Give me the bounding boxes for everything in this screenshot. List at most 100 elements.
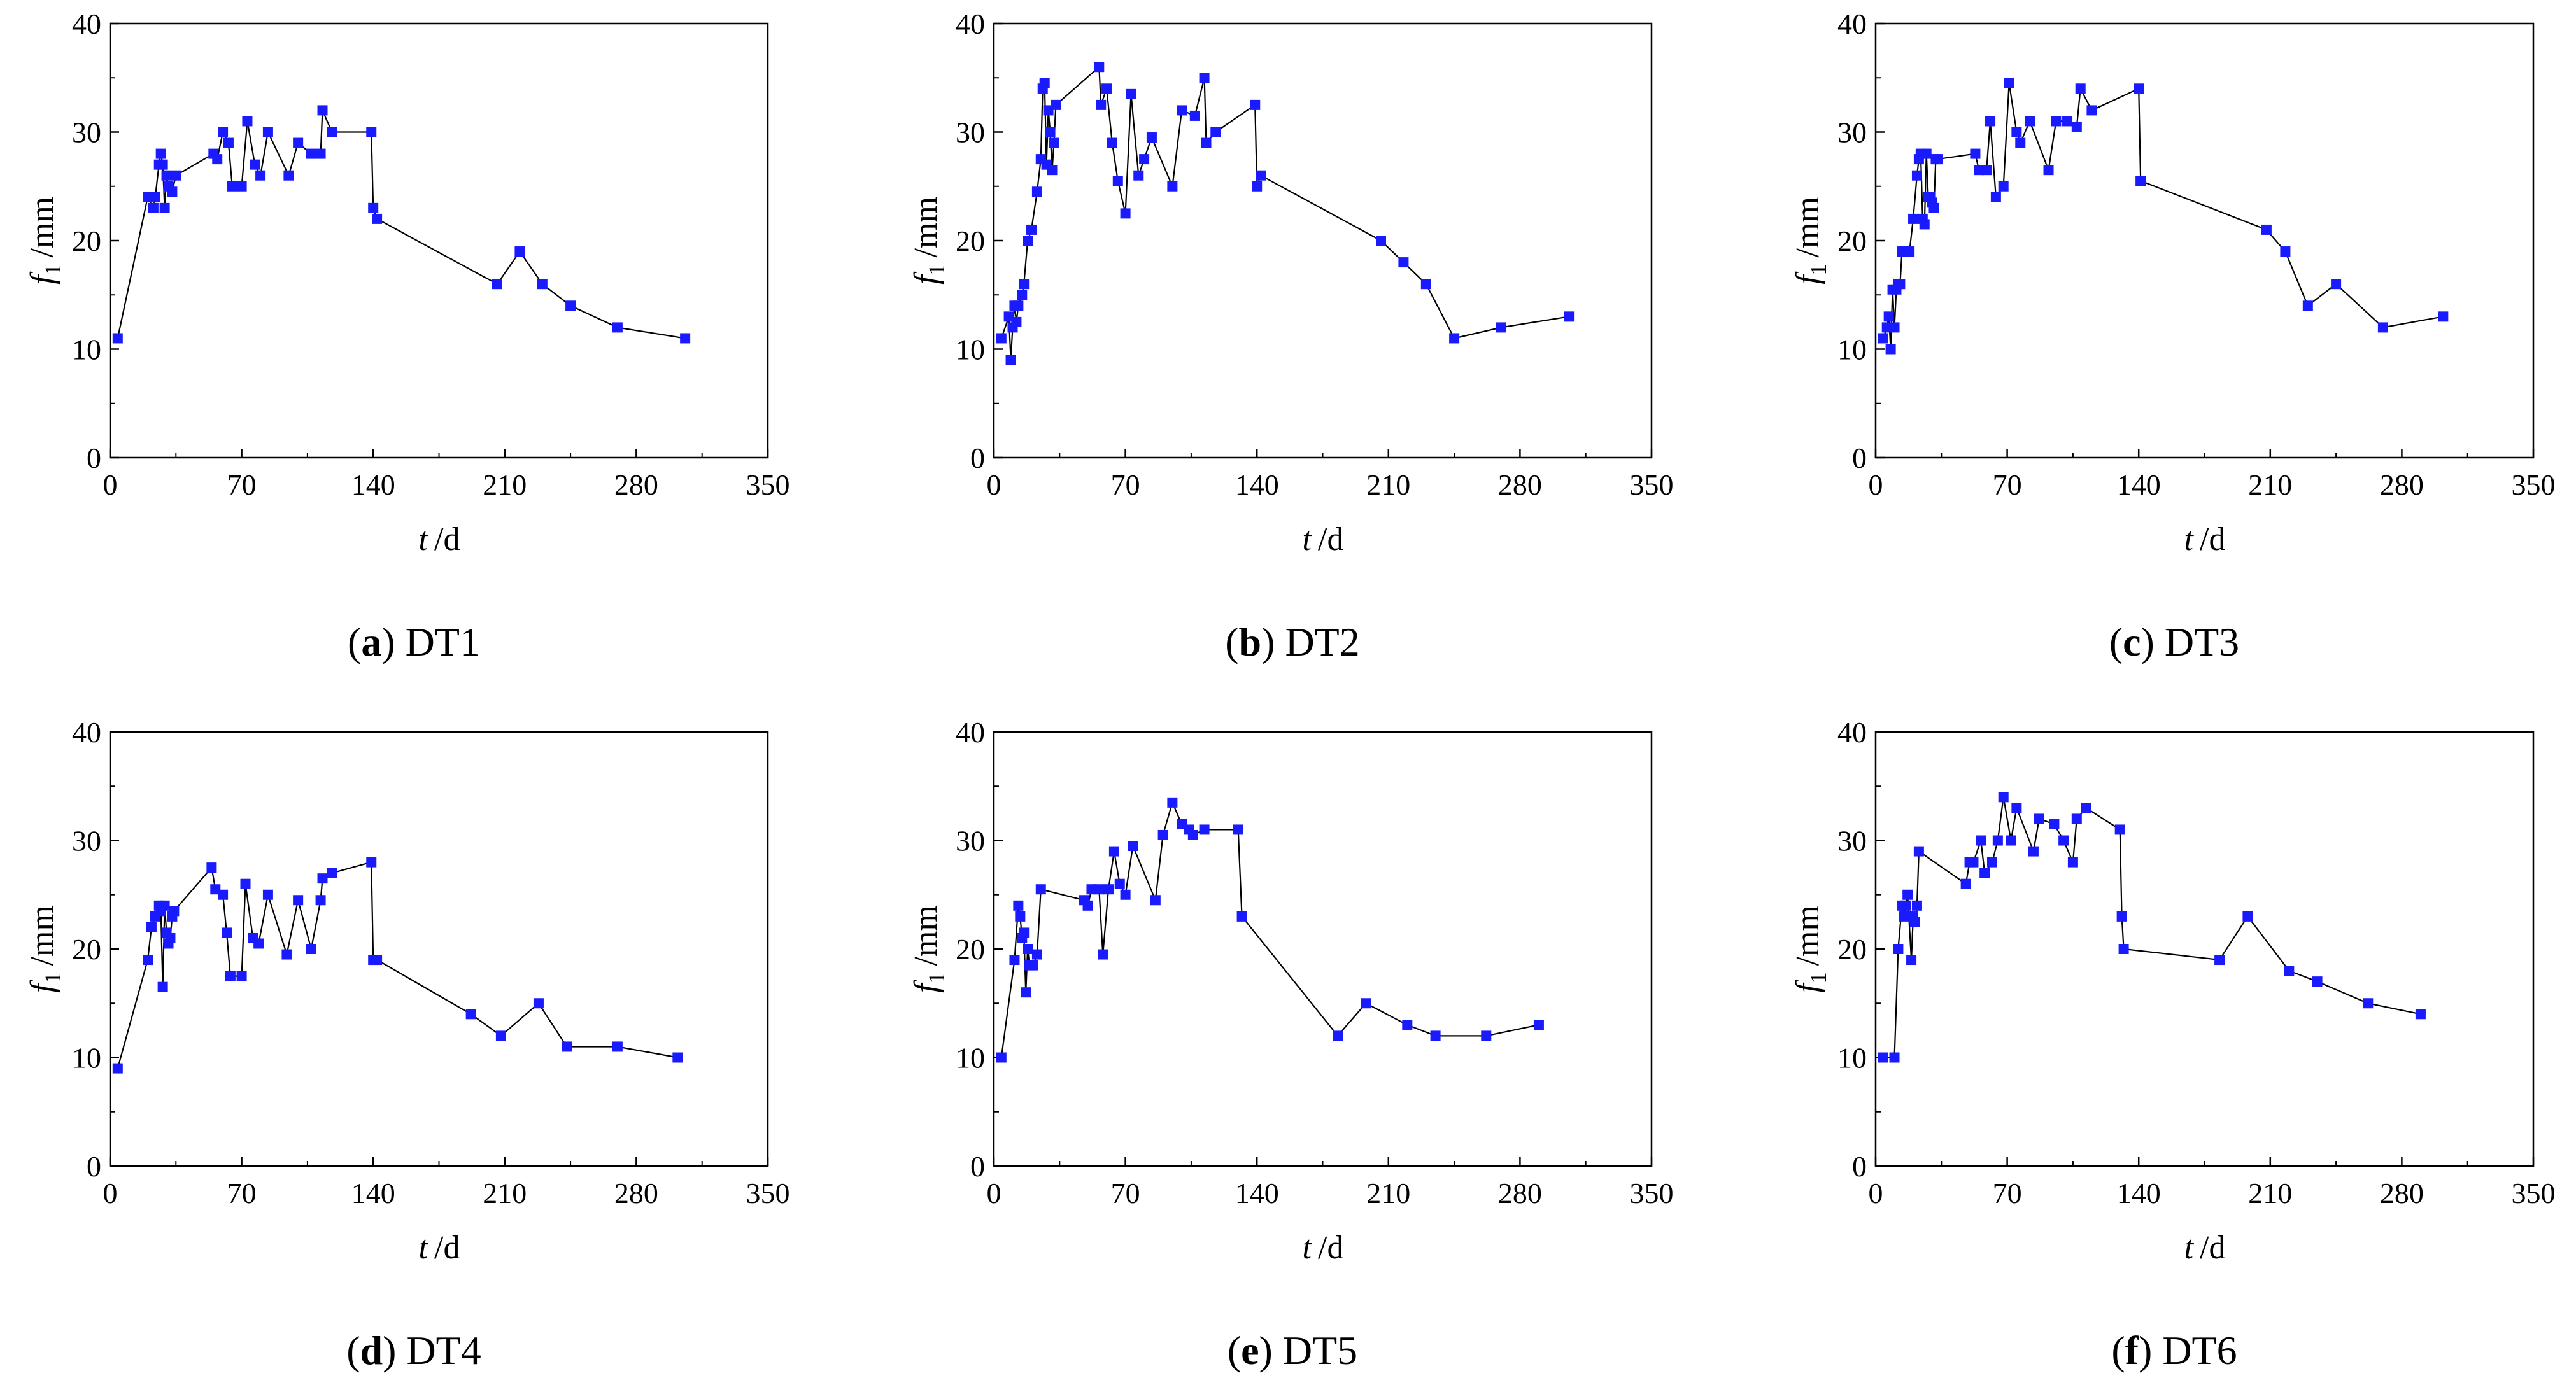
data-point <box>1107 137 1117 148</box>
y-tick-label: 0 <box>970 1150 985 1183</box>
data-point <box>533 998 544 1009</box>
y-tick-label: 20 <box>956 933 985 966</box>
data-point <box>159 202 170 213</box>
data-point <box>2242 911 2253 922</box>
x-tick-label: 70 <box>1111 468 1140 501</box>
tick-marks <box>993 731 1653 1167</box>
x-tick-label: 350 <box>1630 1177 1674 1209</box>
data-point <box>1013 300 1024 311</box>
tick-marks <box>109 731 769 1167</box>
x-tick-label: 140 <box>351 468 395 501</box>
data-point <box>157 981 168 992</box>
data-series <box>112 857 683 1074</box>
data-point <box>1019 927 1030 938</box>
y-tick-label: 20 <box>956 225 985 257</box>
data-point <box>1932 154 1943 165</box>
data-point <box>236 181 247 192</box>
x-tick-label: 0 <box>987 468 1001 501</box>
y-tick-label: 30 <box>956 825 985 857</box>
data-point <box>1361 998 1371 1009</box>
plot-frame <box>1874 731 2535 1167</box>
y-tick-label: 20 <box>1837 225 1867 257</box>
data-point <box>1015 911 1026 922</box>
data-point <box>1082 900 1093 911</box>
data-point <box>1157 829 1168 840</box>
data-point <box>159 900 170 911</box>
plot-frame <box>993 731 1653 1167</box>
data-point <box>2214 955 2225 966</box>
data-point <box>2377 322 2388 333</box>
x-tick-label: 280 <box>2380 468 2424 501</box>
data-point <box>1900 900 1911 911</box>
panel-a-dt1: 0 10 20 30 40 0 70 140 210 280 350 t/d f1/mm (a) … <box>24 8 790 664</box>
data-point <box>996 333 1007 344</box>
data-point <box>2049 819 2060 829</box>
y-tick-label: 30 <box>956 116 985 149</box>
panel-b-dt2: 0 10 20 30 40 0 70 140 210 280 350 t/d f1/mm (b) … <box>908 8 1674 664</box>
data-point <box>1533 1020 1544 1030</box>
data-point <box>2284 966 2295 976</box>
data-point <box>1911 170 1922 181</box>
y-tick-label: 0 <box>1852 442 1867 474</box>
data-point <box>240 878 251 889</box>
data-point <box>1902 889 1913 900</box>
data-point <box>1883 311 1894 322</box>
x-tick-label: 0 <box>1869 468 1883 501</box>
data-point <box>1103 884 1114 895</box>
data-point <box>1909 917 1920 927</box>
series-line <box>117 109 686 339</box>
x-tick-label: 280 <box>2380 1177 2424 1209</box>
data-point <box>537 279 548 290</box>
data-point <box>1120 208 1131 219</box>
data-point <box>255 170 266 181</box>
y-tick-label: 0 <box>970 442 985 474</box>
x-axis-label: t/d <box>1303 521 1344 558</box>
y-tick-label: 10 <box>956 334 985 366</box>
data-point <box>1150 895 1161 906</box>
x-tick-label: 140 <box>2117 468 2161 501</box>
x-tick-label: 70 <box>1993 468 2022 501</box>
data-point <box>1021 987 1031 998</box>
x-tick-labels: 0 70 140 210 280 350 <box>1869 1177 2556 1209</box>
x-tick-label: 210 <box>483 468 527 501</box>
x-tick-label: 140 <box>1235 468 1279 501</box>
data-point <box>165 932 176 943</box>
data-point <box>368 202 379 213</box>
data-point <box>1928 202 1939 213</box>
x-tick-label: 350 <box>2512 468 2556 501</box>
data-point <box>161 170 172 181</box>
x-tick-label: 70 <box>227 468 257 501</box>
data-point <box>1126 88 1136 99</box>
data-point <box>2051 116 2062 127</box>
data-point <box>1899 911 1909 922</box>
data-point <box>1889 322 1900 333</box>
data-point <box>223 137 234 148</box>
y-tick-label: 30 <box>72 825 101 857</box>
data-point <box>1998 181 2009 192</box>
data-point <box>1177 105 1187 116</box>
x-tick-label: 210 <box>2248 1177 2292 1209</box>
data-point <box>1108 846 1119 857</box>
data-point <box>1098 949 1108 960</box>
data-point <box>1039 78 1050 88</box>
data-point <box>2058 835 2069 846</box>
data-point <box>612 322 623 333</box>
y-tick-label: 40 <box>72 8 101 40</box>
panel-caption: (b) DT2 <box>1225 619 1360 664</box>
data-point <box>212 154 223 165</box>
y-tick-label: 20 <box>72 933 101 966</box>
data-point <box>2067 857 2078 868</box>
data-point <box>2015 137 2026 148</box>
data-series <box>1878 78 2449 355</box>
data-point <box>1199 824 1210 835</box>
data-point <box>2071 813 2082 824</box>
y-tick-label: 10 <box>72 1042 101 1074</box>
data-point <box>495 1030 506 1041</box>
data-point <box>1992 835 2003 846</box>
data-point <box>2071 121 2082 132</box>
x-axis-label: t/d <box>419 1230 460 1266</box>
data-point <box>565 300 576 311</box>
x-tick-labels: 0 70 140 210 280 350 <box>103 1177 790 1209</box>
data-point <box>1019 279 1030 290</box>
data-point <box>2086 105 2097 116</box>
